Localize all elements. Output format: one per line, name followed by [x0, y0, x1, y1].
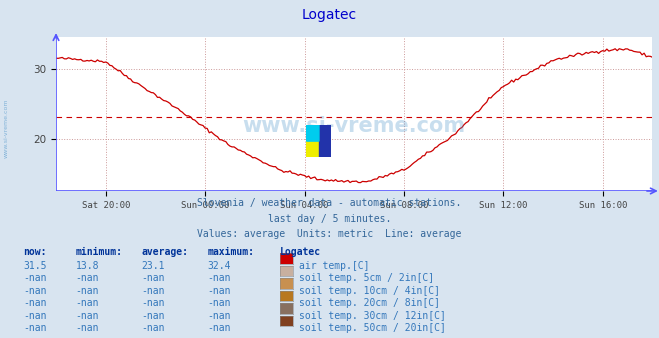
Text: last day / 5 minutes.: last day / 5 minutes. [268, 214, 391, 224]
Polygon shape [306, 141, 319, 157]
Text: -nan: -nan [208, 311, 231, 321]
Text: -nan: -nan [142, 323, 165, 334]
Text: -nan: -nan [23, 286, 47, 296]
Text: -nan: -nan [76, 311, 100, 321]
Text: minimum:: minimum: [76, 247, 123, 258]
Text: soil temp. 30cm / 12in[C]: soil temp. 30cm / 12in[C] [299, 311, 445, 321]
Text: 31.5: 31.5 [23, 261, 47, 271]
Text: air temp.[C]: air temp.[C] [299, 261, 369, 271]
Text: -nan: -nan [76, 273, 100, 284]
Text: average:: average: [142, 247, 188, 258]
Text: maximum:: maximum: [208, 247, 254, 258]
Text: soil temp. 10cm / 4in[C]: soil temp. 10cm / 4in[C] [299, 286, 440, 296]
Text: Logatec: Logatec [302, 8, 357, 22]
Polygon shape [306, 125, 319, 141]
Text: -nan: -nan [23, 298, 47, 309]
Text: -nan: -nan [23, 273, 47, 284]
Text: www.si-vreme.com: www.si-vreme.com [243, 116, 466, 136]
Text: -nan: -nan [142, 311, 165, 321]
Text: -nan: -nan [76, 286, 100, 296]
Text: soil temp. 50cm / 20in[C]: soil temp. 50cm / 20in[C] [299, 323, 445, 334]
Text: soil temp. 5cm / 2in[C]: soil temp. 5cm / 2in[C] [299, 273, 434, 284]
Text: Values: average  Units: metric  Line: average: Values: average Units: metric Line: aver… [197, 229, 462, 239]
Text: -nan: -nan [23, 311, 47, 321]
Text: www.si-vreme.com: www.si-vreme.com [3, 99, 9, 158]
Text: now:: now: [23, 247, 47, 258]
Text: -nan: -nan [23, 323, 47, 334]
Text: 32.4: 32.4 [208, 261, 231, 271]
Text: -nan: -nan [208, 323, 231, 334]
Text: 23.1: 23.1 [142, 261, 165, 271]
Text: -nan: -nan [142, 273, 165, 284]
Text: -nan: -nan [76, 323, 100, 334]
Text: -nan: -nan [208, 273, 231, 284]
Text: Slovenia / weather data - automatic stations.: Slovenia / weather data - automatic stat… [197, 198, 462, 208]
Text: 13.8: 13.8 [76, 261, 100, 271]
Text: -nan: -nan [208, 286, 231, 296]
Polygon shape [319, 125, 331, 157]
Text: soil temp. 20cm / 8in[C]: soil temp. 20cm / 8in[C] [299, 298, 440, 309]
Polygon shape [306, 125, 319, 141]
Text: -nan: -nan [76, 298, 100, 309]
Text: -nan: -nan [142, 286, 165, 296]
Text: Logatec: Logatec [280, 247, 321, 258]
Text: -nan: -nan [208, 298, 231, 309]
Text: -nan: -nan [142, 298, 165, 309]
